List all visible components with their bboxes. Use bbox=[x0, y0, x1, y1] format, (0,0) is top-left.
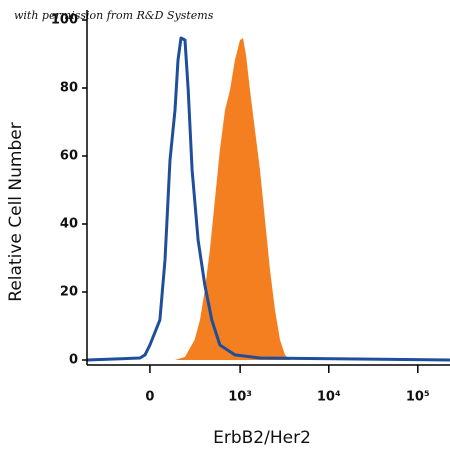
y-tick-label: 80 bbox=[60, 81, 78, 96]
x-tick-label: 10⁵ bbox=[406, 390, 430, 405]
x-tick-label: 10⁴ bbox=[317, 390, 341, 405]
watermark: with permission from R&D Systems bbox=[14, 9, 214, 22]
x-axis-label: ErbB2/Her2 bbox=[213, 428, 311, 448]
y-axis-label: Relative Cell Number bbox=[6, 122, 26, 301]
y-tick-label: 60 bbox=[60, 149, 78, 164]
histogram-area bbox=[175, 38, 290, 360]
y-tick-label: 100 bbox=[51, 13, 78, 28]
y-tick-label: 40 bbox=[60, 217, 78, 232]
y-tick-label: 20 bbox=[60, 285, 78, 300]
histogram-line bbox=[86, 36, 450, 362]
x-tick-label: 0 bbox=[145, 390, 154, 405]
y-tick-label: 0 bbox=[69, 353, 78, 368]
x-tick-label: 10³ bbox=[228, 390, 252, 405]
